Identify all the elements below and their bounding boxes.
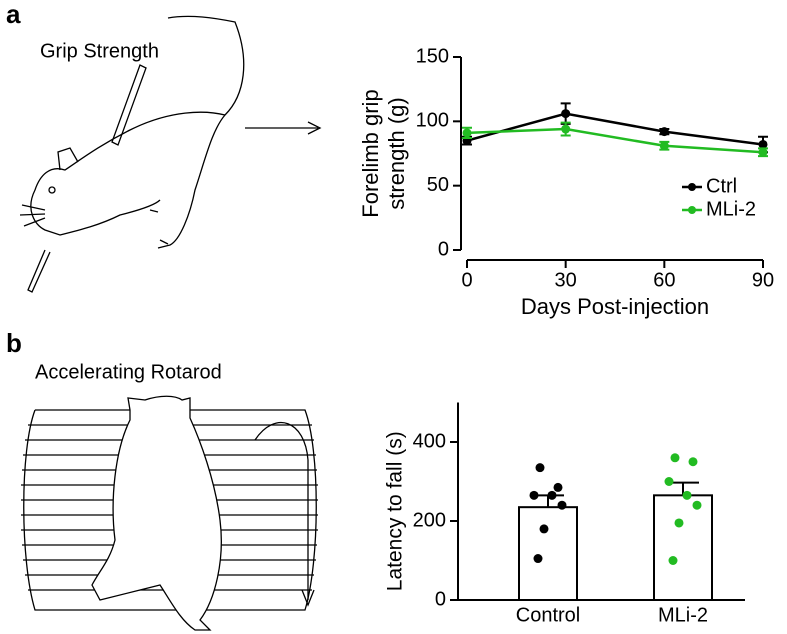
series-line: [466, 112, 764, 146]
data-point: [529, 490, 539, 500]
y-tick-label: 0: [438, 238, 449, 260]
data-point: [692, 500, 702, 510]
series-line: [466, 127, 764, 154]
legend-swatch: [688, 183, 696, 191]
data-point: [547, 490, 557, 500]
point: [659, 127, 669, 137]
panel-letter: b: [6, 328, 22, 358]
bar: [518, 506, 578, 601]
point: [561, 109, 571, 119]
data-point: [668, 556, 678, 565]
x-tick-label: MLi-2: [658, 604, 708, 626]
data-point: [533, 554, 543, 564]
data-point: [682, 490, 692, 500]
data-point: [670, 453, 680, 463]
x-tick-label: Control: [516, 604, 580, 626]
y-tick-label: 100: [416, 110, 449, 132]
point: [561, 124, 571, 134]
y-tick-label: 400: [413, 430, 446, 452]
x-tick-label: 30: [555, 269, 577, 291]
panel-letter: a: [6, 0, 21, 29]
x-tick-label: 0: [461, 269, 472, 291]
point: [758, 147, 768, 157]
point: [758, 139, 768, 149]
data-point: [557, 500, 567, 510]
y-tick-label: 0: [435, 588, 446, 610]
data-point: [674, 518, 684, 528]
data-point: [539, 524, 549, 534]
y-axis-label: Forelimb grip: [358, 89, 383, 217]
x-axis-label: Days Post-injection: [521, 294, 709, 319]
rotarod-drawing: [21, 395, 318, 631]
data-point: [688, 457, 698, 467]
data-point: [535, 463, 545, 473]
y-tick-label: 150: [416, 45, 449, 67]
mouse-drawing: [19, 15, 322, 293]
y-axis-label: Latency to fall (s): [384, 431, 407, 591]
legend-label: MLi-2: [706, 198, 756, 220]
legend-swatch: [688, 206, 696, 214]
x-tick-label: 90: [752, 269, 774, 291]
bar: [653, 494, 713, 602]
data-point: [553, 482, 563, 492]
point: [659, 141, 669, 151]
y-tick-label: 200: [413, 509, 446, 531]
x-tick-label: 60: [653, 269, 675, 291]
y-axis-label: strength (g): [384, 97, 409, 210]
data-point: [664, 477, 674, 486]
point: [462, 128, 472, 138]
legend-label: Ctrl: [706, 175, 737, 197]
illustration-title: Grip Strength: [40, 40, 159, 62]
y-tick-label: 50: [427, 174, 449, 196]
illustration-title: Accelerating Rotarod: [35, 361, 222, 383]
